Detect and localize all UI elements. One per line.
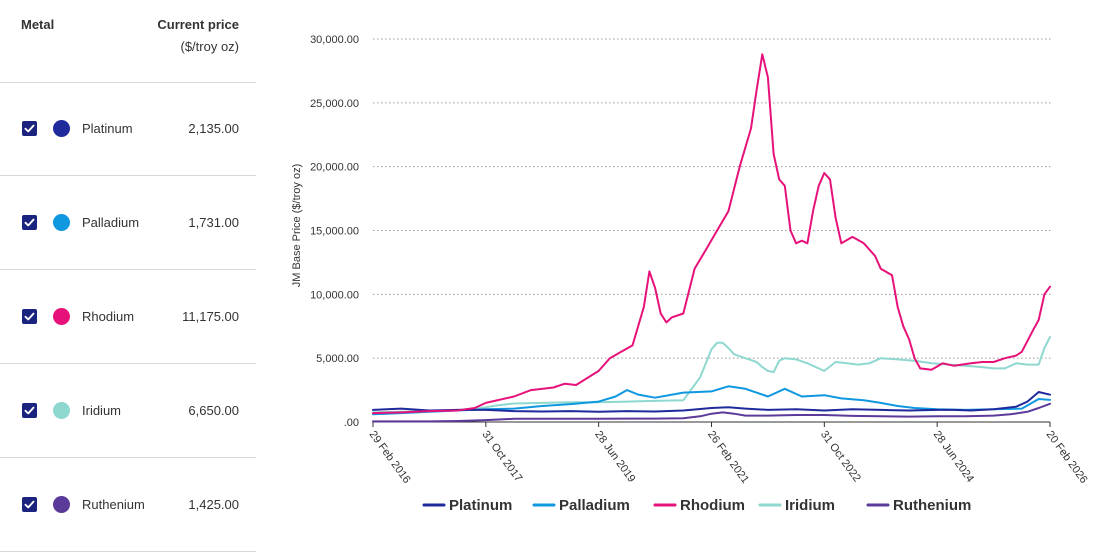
metal-color-dot (53, 120, 70, 137)
metal-name: Rhodium (82, 309, 135, 324)
y-tick-label: 10,000.00 (310, 289, 359, 301)
y-tick-label: 30,000.00 (310, 34, 359, 46)
legend-label-rhodium: Rhodium (680, 497, 745, 514)
metal-color-dot (53, 402, 70, 419)
metal-row-iridium: Iridium 6,650.00 (0, 364, 256, 458)
metal-name: Ruthenium (82, 497, 145, 512)
x-tick-label: 31 Oct 2022 (818, 429, 863, 485)
y-tick-label: 15,000.00 (310, 226, 359, 238)
metal-current-price: 6,650.00 (188, 403, 239, 418)
x-tick-label: 28 Jun 2024 (931, 429, 976, 485)
checkmark-icon (24, 500, 35, 509)
metal-current-price: 1,731.00 (188, 215, 239, 230)
checkmark-icon (24, 124, 35, 133)
metal-current-price: 1,425.00 (188, 497, 239, 512)
column-header-current-price: Current price (157, 17, 239, 32)
x-tick-label: 28 Jun 2019 (592, 429, 637, 485)
column-header-metal: Metal (21, 17, 55, 32)
metal-row-rhodium: Rhodium 11,175.00 (0, 270, 256, 364)
y-tick-label: .00 (344, 417, 359, 429)
y-tick-label: 25,000.00 (310, 98, 359, 110)
x-tick-label: 29 Feb 2016 (367, 429, 413, 486)
checkmark-icon (24, 312, 35, 321)
metal-checkbox-iridium[interactable] (22, 403, 37, 418)
column-header-price-unit: ($/troy oz) (180, 39, 239, 54)
x-tick-label: 20 Feb 2026 (1044, 429, 1090, 486)
metal-name: Palladium (82, 215, 140, 230)
metal-checkbox-ruthenium[interactable] (22, 497, 37, 512)
metal-current-price: 11,175.00 (182, 309, 239, 324)
metal-color-dot (53, 496, 70, 513)
price-table: Metal Current price ($/troy oz) Platinum… (0, 0, 256, 552)
y-tick-label: 20,000.00 (310, 162, 359, 174)
metal-color-dot (53, 308, 70, 325)
series-line-rhodium (372, 53, 1051, 415)
series-line-ruthenium (372, 402, 1051, 423)
metal-color-dot (53, 214, 70, 231)
metal-name: Iridium (82, 403, 122, 418)
legend-label-platinum: Platinum (449, 497, 512, 514)
metal-row-platinum: Platinum 2,135.00 (0, 82, 256, 176)
x-tick-label: 31 Oct 2017 (479, 429, 524, 485)
checkmark-icon (24, 218, 35, 227)
series-line-iridium (372, 336, 1051, 414)
x-tick-label: 26 Feb 2021 (705, 429, 751, 486)
metal-checkbox-platinum[interactable] (22, 121, 37, 136)
y-tick-label: 5,000.00 (316, 353, 359, 365)
series-line-platinum (372, 391, 1051, 413)
legend-label-iridium: Iridium (785, 497, 835, 514)
price-chart: .00 5,000.00 10,000.00 15,000.00 20,000.00 25… (280, 0, 1108, 522)
price-chart-svg: .00 5,000.00 10,000.00 15,000.00 20,000.00 25… (291, 34, 1090, 514)
legend-label-palladium: Palladium (559, 497, 630, 514)
metal-row-palladium: Palladium 1,731.00 (0, 176, 256, 270)
legend-label-ruthenium: Ruthenium (893, 497, 971, 514)
metal-name: Platinum (82, 121, 133, 136)
metal-row-ruthenium: Ruthenium 1,425.00 (0, 458, 256, 552)
metal-checkbox-palladium[interactable] (22, 215, 37, 230)
y-axis-title: JM Base Price ($/troy oz) (291, 164, 303, 287)
metal-current-price: 2,135.00 (188, 121, 239, 136)
metal-checkbox-rhodium[interactable] (22, 309, 37, 324)
table-header: Metal Current price ($/troy oz) (0, 0, 256, 83)
checkmark-icon (24, 406, 35, 415)
